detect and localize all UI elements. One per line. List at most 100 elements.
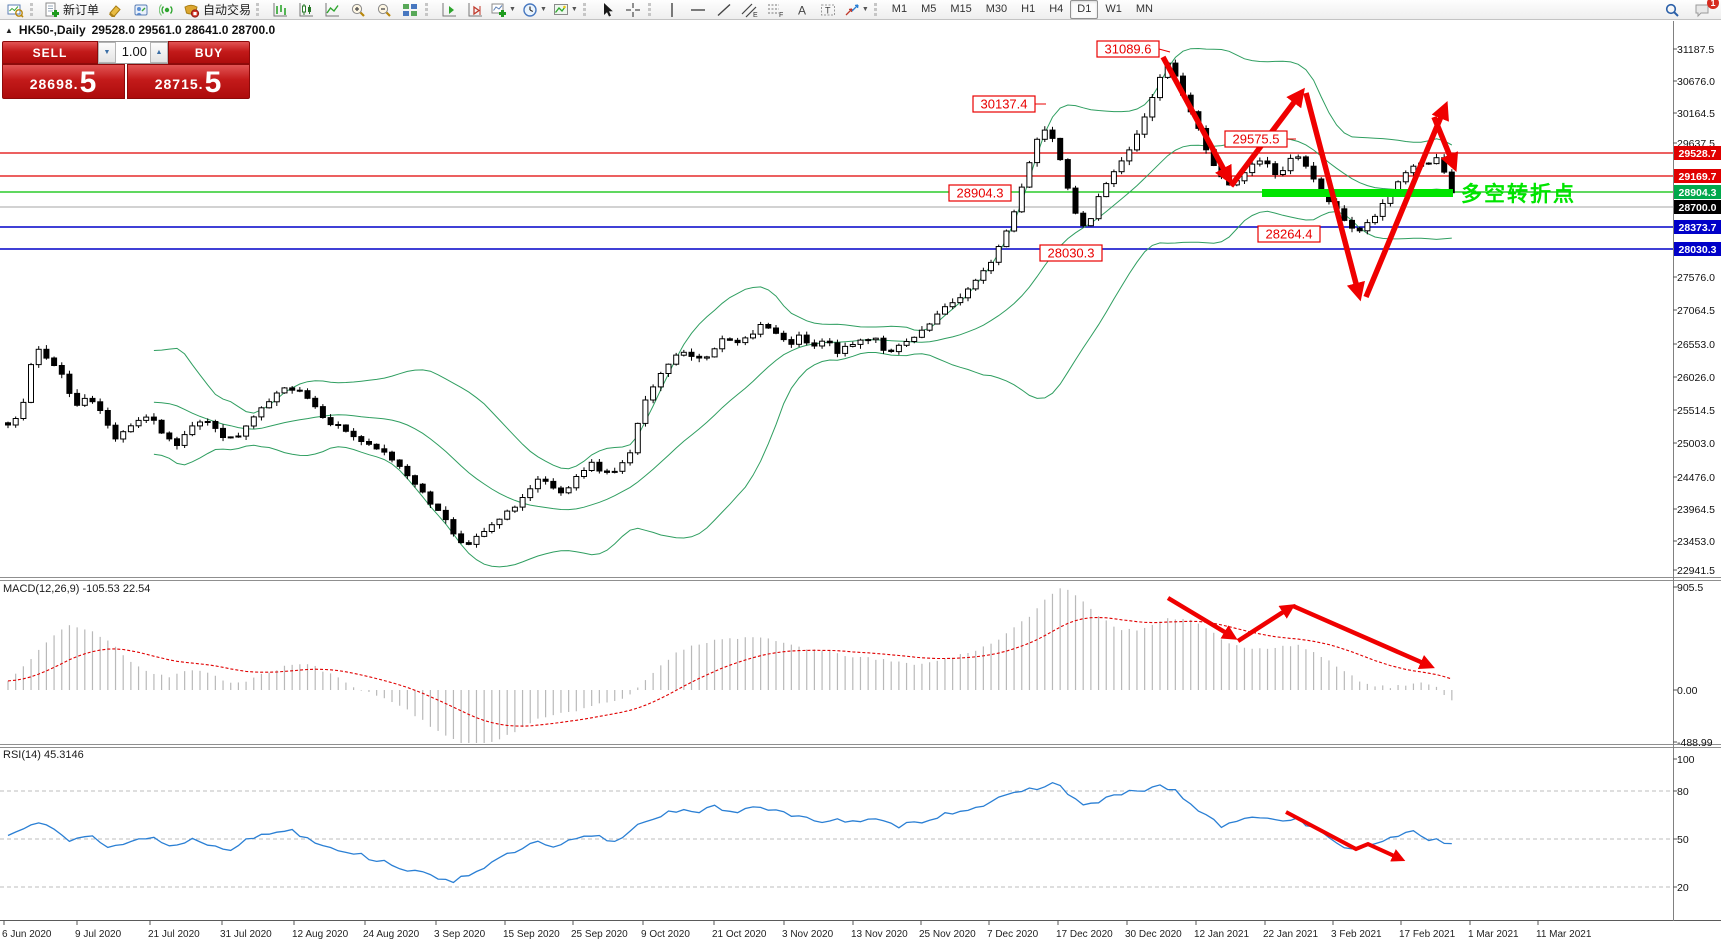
svg-text:6 Jun 2020: 6 Jun 2020 <box>2 929 52 940</box>
volume-input[interactable]: 1.00 <box>121 44 147 59</box>
profile-button[interactable] <box>128 0 154 20</box>
chart-shift-button[interactable] <box>436 0 462 20</box>
bar-chart-button[interactable] <box>267 0 293 20</box>
toolbar-drag-handle[interactable] <box>873 3 881 16</box>
templates-button[interactable]: ▼ <box>550 0 581 20</box>
ohlc-values: 29528.0 29561.0 28641.0 28700.0 <box>91 23 276 37</box>
signal-button[interactable] <box>154 0 180 20</box>
auto-scroll-button[interactable] <box>462 0 488 20</box>
date-axis[interactable]: 6 Jun 2020 9 Jul 2020 21 Jul 2020 31 Jul 20… <box>2 921 1592 940</box>
support-zone-highlight[interactable] <box>1262 189 1453 197</box>
price-callout-labels[interactable]: 31089.6 30137.4 29575.5 28904.3 28030.3 28264… <box>948 40 1321 262</box>
timeframe-M30-button[interactable]: M30 <box>985 3 1008 15</box>
svg-text:0.00: 0.00 <box>1677 685 1698 697</box>
price-axis[interactable]: 31187.530676.030164.529637.527576.027064… <box>1673 44 1721 894</box>
volume-decrease-button[interactable]: ▼ <box>98 42 116 63</box>
autotrade-button[interactable]: 自动交易 <box>180 0 254 20</box>
text-label-tool-button[interactable]: T <box>815 0 841 20</box>
search-button[interactable] <box>1659 0 1685 20</box>
horizontal-line-tool-button[interactable] <box>685 0 711 20</box>
timeframe-M1-button[interactable]: M1 <box>891 3 908 15</box>
toolbar: 新订单 自动交易 ▼ ▼ <box>0 0 1721 20</box>
vertical-line-tool-button[interactable] <box>659 0 685 20</box>
svg-text:11 Mar 2021: 11 Mar 2021 <box>1536 929 1592 940</box>
svg-text:13 Nov 2020: 13 Nov 2020 <box>851 929 908 940</box>
timeframe-MN-button[interactable]: MN <box>1135 3 1153 15</box>
svg-text:1 Mar 2021: 1 Mar 2021 <box>1468 929 1519 940</box>
svg-text:25514.5: 25514.5 <box>1677 405 1715 417</box>
timeframe-H1-button[interactable]: H1 <box>1021 3 1036 15</box>
toolbar-drag-handle[interactable] <box>30 3 37 16</box>
svg-text:A: A <box>798 3 806 17</box>
zoom-out-button[interactable] <box>371 0 397 20</box>
volume-increase-button[interactable]: ▲ <box>150 42 168 63</box>
zoom-in-button[interactable] <box>345 0 371 20</box>
svg-text:29575.5: 29575.5 <box>1233 132 1280 147</box>
svg-text:20: 20 <box>1677 882 1689 894</box>
macd-label: MACD(12,26,9) -105.53 22.54 <box>3 583 150 595</box>
timeframe-H4-button[interactable]: H4 <box>1049 3 1064 15</box>
svg-text:3 Nov 2020: 3 Nov 2020 <box>782 929 834 940</box>
volume-spinner: ▼ 1.00 ▲ <box>98 41 168 64</box>
line-chart-button[interactable] <box>319 0 345 20</box>
indicators-dropdown-caret[interactable]: ▼ <box>509 6 516 13</box>
chart-window-button[interactable] <box>2 0 28 20</box>
symbol-period-label: HK50-,Daily <box>18 23 86 37</box>
shapes-dropdown-caret[interactable]: ▼ <box>861 6 869 13</box>
new-order-label: 新订单 <box>63 3 100 17</box>
candlestick-button[interactable] <box>293 0 319 20</box>
buy-price-main: 28715 <box>154 76 199 92</box>
svg-text:17 Feb 2021: 17 Feb 2021 <box>1399 929 1456 940</box>
toolbar-drag-handle[interactable] <box>256 3 263 16</box>
svg-text:F: F <box>779 12 783 18</box>
axis-price-tag <box>1674 169 1721 183</box>
svg-text:9 Jul 2020: 9 Jul 2020 <box>75 929 122 940</box>
svg-text:100: 100 <box>1677 754 1695 766</box>
zone-annotation-text[interactable]: 多空转折点 <box>1461 182 1576 206</box>
svg-text:27576.0: 27576.0 <box>1677 272 1715 284</box>
new-order-button[interactable]: 新订单 <box>41 0 102 20</box>
svg-text:23453.0: 23453.0 <box>1677 536 1715 548</box>
collapse-panel-arrow[interactable]: ▲ <box>5 25 13 35</box>
axis-price-tag <box>1674 200 1721 214</box>
timeframe-W1-button[interactable]: W1 <box>1105 3 1122 15</box>
panel-separators[interactable] <box>0 21 1721 921</box>
eraser-button[interactable] <box>102 0 128 20</box>
crosshair-tool-button[interactable] <box>620 0 646 20</box>
sell-button[interactable]: SELL <box>2 41 98 64</box>
timeframe-dropdown-caret[interactable]: ▼ <box>539 6 547 13</box>
svg-text:3 Feb 2021: 3 Feb 2021 <box>1331 929 1382 940</box>
toolbar-drag-handle[interactable] <box>647 3 655 16</box>
svg-text:26026.0: 26026.0 <box>1677 372 1715 384</box>
buy-button-label: BUY <box>194 45 224 60</box>
trendline-tool-button[interactable] <box>711 0 737 20</box>
indicators-button[interactable]: ▼ <box>488 0 519 20</box>
buy-button[interactable]: BUY <box>168 41 250 64</box>
svg-text:25 Nov 2020: 25 Nov 2020 <box>919 929 976 940</box>
svg-text:31187.5: 31187.5 <box>1677 44 1714 56</box>
axis-price-tag <box>1674 220 1721 234</box>
equidistant-channel-tool-button[interactable]: E <box>737 0 763 20</box>
tile-windows-button[interactable] <box>397 0 423 20</box>
toolbar-drag-handle[interactable] <box>582 3 590 16</box>
shapes-tool-button[interactable]: ▼ <box>841 0 872 20</box>
timeframe-clock-button[interactable]: ▼ <box>519 0 550 20</box>
buy-price-display[interactable]: 28715. 5 <box>127 64 250 99</box>
timeframe-M5-button[interactable]: M5 <box>921 3 937 15</box>
timeframe-D1-button[interactable]: D1 <box>1070 0 1099 19</box>
svg-text:31089.6: 31089.6 <box>1105 42 1152 57</box>
text-tool-button[interactable]: A <box>789 0 815 20</box>
chat-button[interactable]: 1 <box>1689 0 1719 20</box>
svg-text:12 Aug 2020: 12 Aug 2020 <box>292 929 349 940</box>
svg-text:26553.0: 26553.0 <box>1677 339 1715 351</box>
timeframe-M15-button[interactable]: M15 <box>950 3 972 15</box>
cursor-tool-button[interactable] <box>594 0 620 20</box>
toolbar-drag-handle[interactable] <box>425 3 432 16</box>
templates-dropdown-caret[interactable]: ▼ <box>570 6 578 13</box>
svg-text:28373.7: 28373.7 <box>1679 222 1717 234</box>
volume-up-icon: ▲ <box>155 49 163 56</box>
sell-price-display[interactable]: 28698. 5 <box>2 64 125 99</box>
fibonacci-tool-button[interactable]: F <box>763 0 789 20</box>
